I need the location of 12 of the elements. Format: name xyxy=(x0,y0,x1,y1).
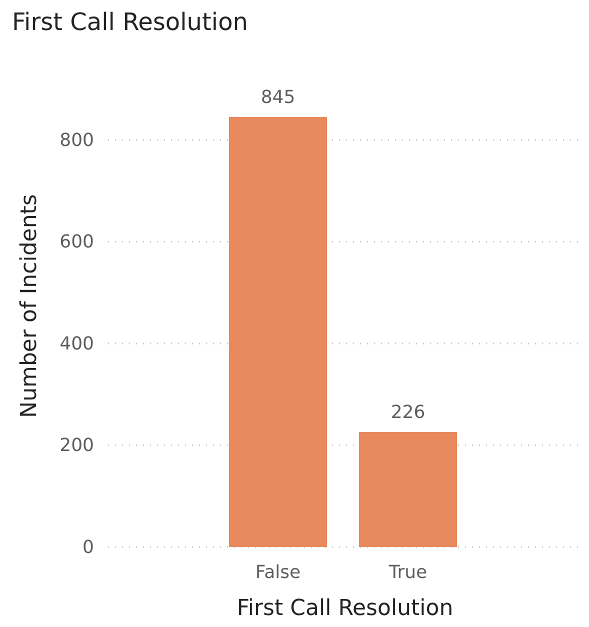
y-tick-label: 400 xyxy=(60,333,94,354)
data-label: 845 xyxy=(260,87,296,108)
y-tick-label: 0 xyxy=(82,537,94,558)
x-axis-title: First Call Resolution xyxy=(236,596,454,621)
y-tick-label: 200 xyxy=(60,435,94,456)
y-tick-label: 600 xyxy=(60,232,94,253)
y-axis-title: Number of Incidents xyxy=(17,194,42,418)
x-tick-label: True xyxy=(388,562,428,583)
y-tick-label: 800 xyxy=(60,130,94,151)
x-tick-label: False xyxy=(255,562,301,583)
data-label: 226 xyxy=(390,402,426,423)
chart-title: First Call Resolution xyxy=(12,8,248,36)
